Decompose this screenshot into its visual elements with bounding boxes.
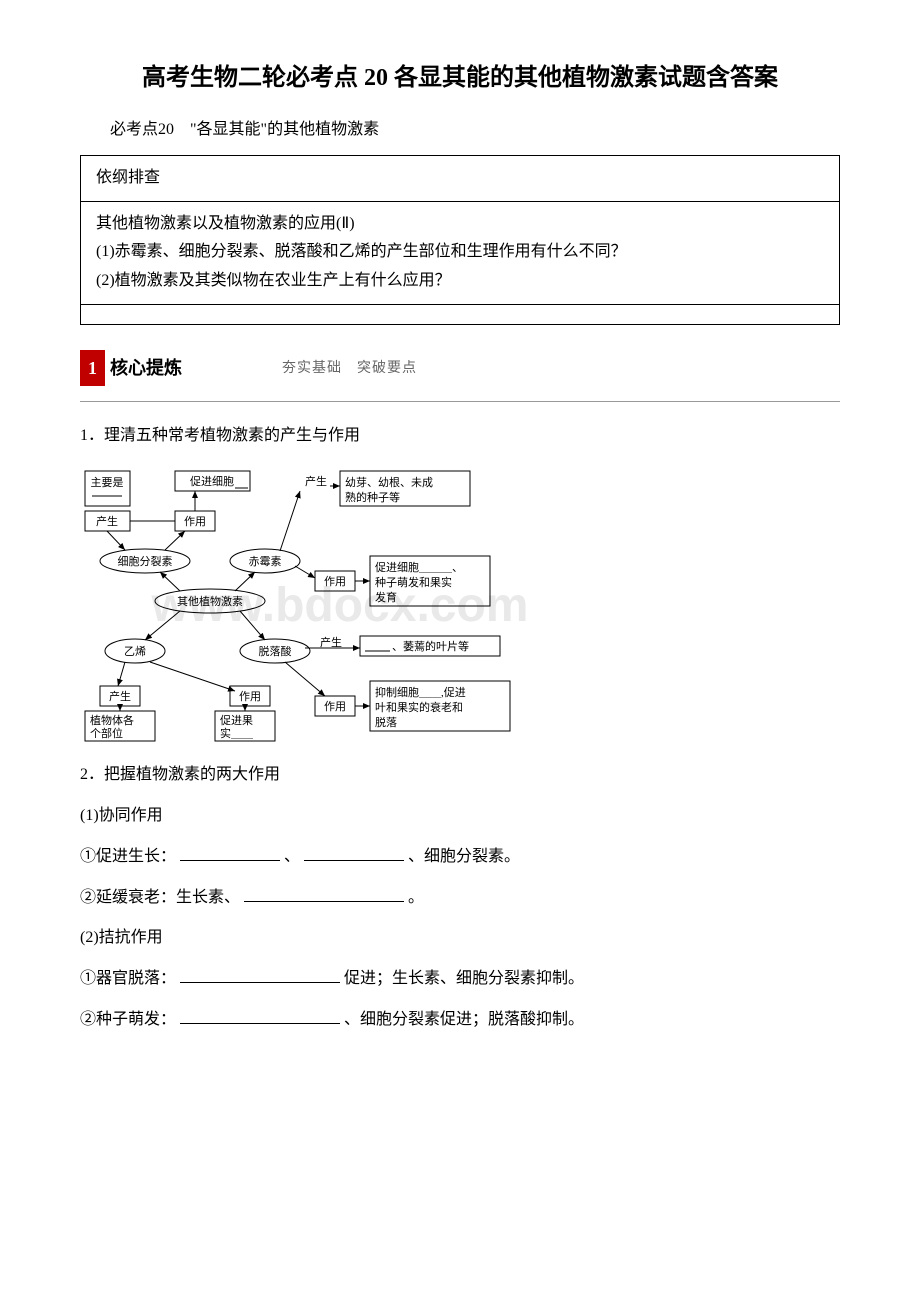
point2-sub2: (2)拮抗作用 bbox=[80, 924, 840, 953]
section-header: 1 核心提炼 夯实基础 突破要点 bbox=[80, 350, 840, 386]
svg-text:作用: 作用 bbox=[184, 515, 206, 528]
svg-text:其他植物激素: 其他植物激素 bbox=[177, 594, 243, 608]
text: 。 bbox=[408, 889, 424, 906]
point2-item1-2: ②延缓衰老：生长素、 。 bbox=[80, 884, 840, 913]
page-title: 高考生物二轮必考点 20 各显其能的其他植物激素试题含答案 bbox=[80, 60, 840, 96]
svg-text:个部位: 个部位 bbox=[90, 726, 123, 740]
svg-text:发育: 发育 bbox=[375, 590, 397, 604]
svg-text:、萎蔫的叶片等: 、萎蔫的叶片等 bbox=[392, 639, 469, 653]
section-motto: 夯实基础 突破要点 bbox=[282, 356, 417, 381]
point2-item1-1: ①促进生长： 、 、细胞分裂素。 bbox=[80, 843, 840, 872]
svg-text:幼芽、幼根、未成: 幼芽、幼根、未成 bbox=[345, 475, 433, 489]
outline-q2: (2)植物激素及其类似物在农业生产上有什么应用？ bbox=[96, 267, 824, 296]
svg-text:促进细胞: 促进细胞 bbox=[190, 474, 234, 488]
svg-text:作用: 作用 bbox=[239, 690, 261, 703]
svg-text:叶和果实的衰老和: 叶和果实的衰老和 bbox=[375, 700, 463, 714]
svg-text:熟的种子等: 熟的种子等 bbox=[345, 490, 400, 504]
text: 、细胞分裂素促进；脱落酸抑制。 bbox=[344, 1011, 584, 1028]
section-label: 核心提炼 bbox=[110, 352, 182, 384]
svg-text:脱落酸: 脱落酸 bbox=[259, 644, 292, 658]
text: ①器官脱落： bbox=[80, 970, 176, 987]
point2-sub1: (1)协同作用 bbox=[80, 802, 840, 831]
svg-text:乙烯: 乙烯 bbox=[124, 645, 146, 658]
outline-header: 依纲排查 bbox=[81, 155, 840, 201]
svg-text:促进果: 促进果 bbox=[220, 713, 253, 727]
svg-text:促进细胞＿＿＿、: 促进细胞＿＿＿、 bbox=[375, 560, 463, 574]
svg-text:植物体各: 植物体各 bbox=[90, 713, 134, 727]
outline-empty-row bbox=[81, 304, 840, 324]
text: ②种子萌发： bbox=[80, 1011, 176, 1028]
svg-text:细胞分裂素: 细胞分裂素 bbox=[118, 555, 173, 568]
point2-title: 2．把握植物激素的两大作用 bbox=[80, 761, 840, 790]
text: 、细胞分裂素。 bbox=[408, 848, 520, 865]
svg-text:作用: 作用 bbox=[324, 575, 346, 588]
outline-q1: (1)赤霉素、细胞分裂素、脱落酸和乙烯的产生部位和生理作用有什么不同？ bbox=[96, 238, 824, 267]
svg-text:产生: 产生 bbox=[320, 635, 342, 649]
svg-text:实＿＿: 实＿＿ bbox=[220, 726, 253, 740]
text: 促进；生长素、细胞分裂素抑制。 bbox=[344, 970, 584, 987]
section-number: 1 bbox=[80, 350, 105, 386]
svg-text:产生: 产生 bbox=[109, 689, 131, 703]
blank bbox=[180, 845, 280, 861]
outline-body: 其他植物激素以及植物激素的应用(Ⅱ) (1)赤霉素、细胞分裂素、脱落酸和乙烯的产… bbox=[81, 201, 840, 304]
svg-text:作用: 作用 bbox=[324, 700, 346, 713]
outline-table: 依纲排查 其他植物激素以及植物激素的应用(Ⅱ) (1)赤霉素、细胞分裂素、脱落酸… bbox=[80, 155, 840, 325]
text: ②延缓衰老：生长素、 bbox=[80, 889, 240, 906]
blank bbox=[244, 886, 404, 902]
svg-text:产生: 产生 bbox=[96, 514, 118, 528]
point1-title: 1．理清五种常考植物激素的产生与作用 bbox=[80, 422, 840, 451]
svg-text:赤霉素: 赤霉素 bbox=[249, 555, 282, 568]
text: 、 bbox=[284, 848, 300, 865]
text: ①促进生长： bbox=[80, 848, 176, 865]
blank bbox=[180, 967, 340, 983]
svg-text:抑制细胞＿＿,促进: 抑制细胞＿＿,促进 bbox=[375, 685, 466, 699]
outline-intro: 其他植物激素以及植物激素的应用(Ⅱ) bbox=[96, 210, 824, 239]
blank bbox=[304, 845, 404, 861]
svg-text:脱落: 脱落 bbox=[375, 715, 397, 729]
hormone-diagram: www.bdocx.com 主要是 产生 促进细胞 作用 产生 幼芽、幼根、未成… bbox=[80, 466, 600, 746]
blank bbox=[180, 1008, 340, 1024]
svg-text:产生: 产生 bbox=[305, 474, 327, 488]
divider bbox=[80, 401, 840, 402]
point2-item2-1: ①器官脱落： 促进；生长素、细胞分裂素抑制。 bbox=[80, 965, 840, 994]
diagram-svg: 主要是 产生 促进细胞 作用 产生 幼芽、幼根、未成 熟的种子等 细胞分裂素 赤… bbox=[80, 466, 600, 746]
subtitle: 必考点20 "各显其能"的其他植物激素 bbox=[110, 116, 840, 145]
svg-text:种子萌发和果实: 种子萌发和果实 bbox=[375, 575, 452, 589]
point2-item2-2: ②种子萌发： 、细胞分裂素促进；脱落酸抑制。 bbox=[80, 1006, 840, 1035]
svg-text:主要是: 主要是 bbox=[91, 476, 124, 489]
